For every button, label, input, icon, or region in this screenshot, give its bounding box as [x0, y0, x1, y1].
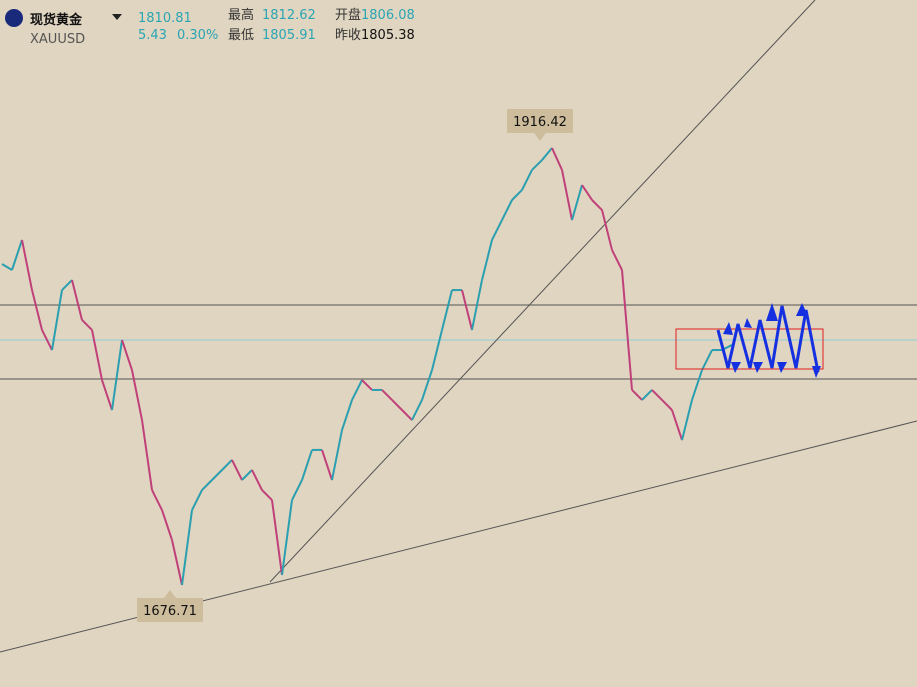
candle [421, 369, 433, 401]
candle [441, 289, 453, 331]
candle [541, 147, 553, 161]
candle [171, 539, 183, 586]
candle [41, 329, 53, 351]
candle [431, 329, 443, 371]
candle [701, 349, 713, 371]
price-series [1, 147, 733, 586]
low-label: 1676.71 [143, 604, 197, 619]
candle [251, 469, 263, 491]
range-box [675, 328, 824, 370]
candle [501, 199, 513, 221]
change-pct: 0.30% [177, 28, 218, 43]
candle [351, 379, 363, 401]
stats: 最高 1812.62 开盘 1806.08 最低 1805.91 昨收 1805.38 [228, 7, 415, 43]
stat-value: 1806.08 [361, 8, 415, 23]
candle [411, 399, 423, 421]
candle [231, 459, 243, 481]
candle [191, 489, 203, 511]
candle [491, 219, 503, 241]
candle [671, 409, 683, 441]
candle [261, 489, 273, 501]
candle [631, 389, 643, 401]
candle [1, 263, 13, 271]
high-label: 1916.42 [513, 115, 567, 130]
change: 5.43 [138, 28, 167, 43]
candle [461, 289, 473, 331]
instrument-name[interactable]: 现货黄金 [30, 12, 83, 28]
logo [5, 9, 23, 27]
candle [91, 329, 103, 381]
candle [141, 419, 153, 491]
candle [561, 169, 573, 221]
candle [641, 389, 653, 401]
candle [81, 319, 93, 331]
price: 1810.81 [138, 11, 192, 26]
stat-value: 1805.38 [361, 28, 415, 43]
candle [471, 279, 483, 331]
candle [331, 429, 343, 481]
candle [291, 479, 303, 501]
candle [611, 249, 623, 271]
candle [591, 199, 603, 211]
dropdown[interactable] [112, 14, 122, 20]
candle [221, 459, 233, 471]
candle [621, 269, 633, 391]
candle [51, 289, 63, 351]
candle [481, 239, 493, 281]
candle [581, 184, 593, 201]
candle [401, 409, 413, 421]
candle [341, 399, 353, 431]
candle [661, 399, 673, 411]
stat-label: 昨收 [335, 28, 361, 43]
candle [101, 379, 113, 411]
candle [521, 169, 533, 191]
candle [201, 479, 213, 491]
candle [271, 499, 283, 576]
candle [511, 189, 523, 201]
candle [361, 379, 373, 391]
candle [151, 489, 163, 511]
candle [681, 399, 693, 441]
candle [11, 239, 23, 271]
low-annotation: 1676.71 [137, 590, 203, 622]
candle [551, 147, 563, 171]
symbol: XAUUSD [30, 32, 85, 47]
candle [211, 469, 223, 481]
trend-line [269, 0, 816, 583]
candle [31, 289, 43, 331]
candle [601, 209, 613, 251]
projection-arrows [716, 305, 820, 373]
candle [71, 279, 83, 321]
candle [131, 369, 143, 421]
candle [691, 369, 703, 401]
candle [381, 389, 393, 401]
stat-label: 最高 [228, 7, 254, 23]
stat-value: 1812.62 [262, 8, 316, 23]
candle [161, 509, 173, 541]
stat-label: 最低 [228, 28, 254, 43]
candle [651, 389, 663, 401]
candle [321, 449, 333, 481]
candle [391, 399, 403, 411]
candle [111, 339, 123, 411]
candle [301, 449, 313, 481]
candle [571, 184, 583, 221]
candle [121, 339, 133, 371]
candle [531, 159, 543, 171]
stat-label: 开盘 [335, 7, 361, 23]
stat-value: 1805.91 [262, 28, 316, 43]
arrow-heads [723, 303, 821, 378]
candle [241, 469, 253, 481]
candle [181, 509, 193, 586]
candle [281, 499, 293, 576]
candle [61, 279, 73, 291]
candle [21, 239, 33, 291]
high-annotation: 1916.42 [507, 109, 573, 141]
